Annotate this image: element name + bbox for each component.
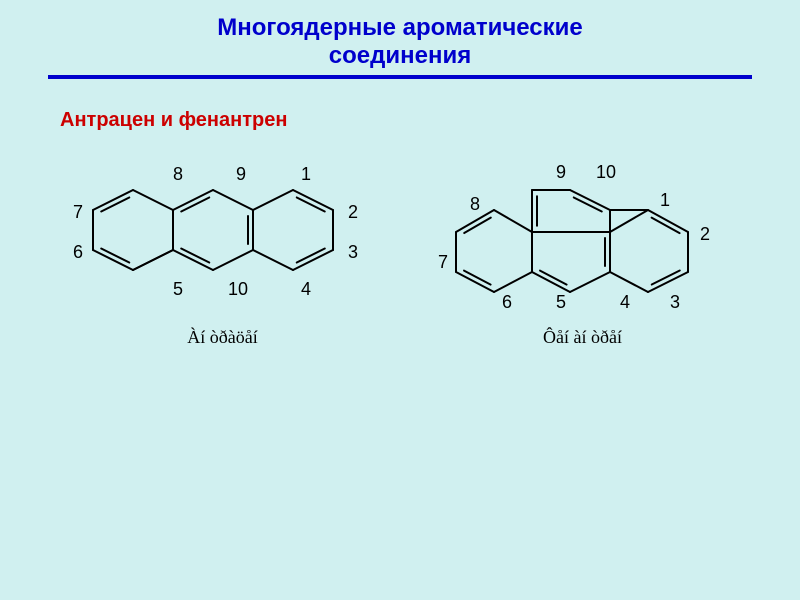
anthracene-figure: 1 2 3 4 5 6 7 8 9 10 Àí òðàöåí <box>73 140 373 348</box>
title-line1: Многоядерные ароматические <box>0 14 800 42</box>
phenanthrene-caption: Ôåí àí òðåí <box>438 327 728 348</box>
svg-text:8: 8 <box>173 164 183 184</box>
svg-text:3: 3 <box>348 242 358 262</box>
title-rule <box>48 75 752 79</box>
svg-text:1: 1 <box>301 164 311 184</box>
svg-text:2: 2 <box>700 224 710 244</box>
svg-text:6: 6 <box>73 242 83 262</box>
svg-text:10: 10 <box>596 162 616 182</box>
svg-text:9: 9 <box>236 164 246 184</box>
svg-text:7: 7 <box>438 252 448 272</box>
subtitle: Антрацен и фенантрен <box>60 109 800 132</box>
svg-text:1: 1 <box>660 190 670 210</box>
anthracene-caption: Àí òðàöåí <box>73 327 373 348</box>
phenanthrene-figure: 1 2 3 4 5 6 7 8 9 10 Ôåí àí òðåí <box>438 140 728 348</box>
svg-text:9: 9 <box>556 162 566 182</box>
svg-text:4: 4 <box>301 279 311 299</box>
svg-text:6: 6 <box>502 292 512 312</box>
svg-text:10: 10 <box>228 279 248 299</box>
svg-text:8: 8 <box>470 194 480 214</box>
figures-row: 1 2 3 4 5 6 7 8 9 10 Àí òðàöåí 1 2 3 4 5 6 7 8 9 10 Ôåí àí… <box>0 140 800 348</box>
svg-text:7: 7 <box>73 202 83 222</box>
svg-text:4: 4 <box>620 292 630 312</box>
svg-text:5: 5 <box>556 292 566 312</box>
anthracene-structure: 1 2 3 4 5 6 7 8 9 10 <box>73 140 373 320</box>
title-line2: соединения <box>0 42 800 70</box>
svg-text:5: 5 <box>173 279 183 299</box>
page-title: Многоядерные ароматические соединения <box>0 0 800 69</box>
svg-text:3: 3 <box>670 292 680 312</box>
svg-text:2: 2 <box>348 202 358 222</box>
phenanthrene-structure: 1 2 3 4 5 6 7 8 9 10 <box>438 140 728 320</box>
